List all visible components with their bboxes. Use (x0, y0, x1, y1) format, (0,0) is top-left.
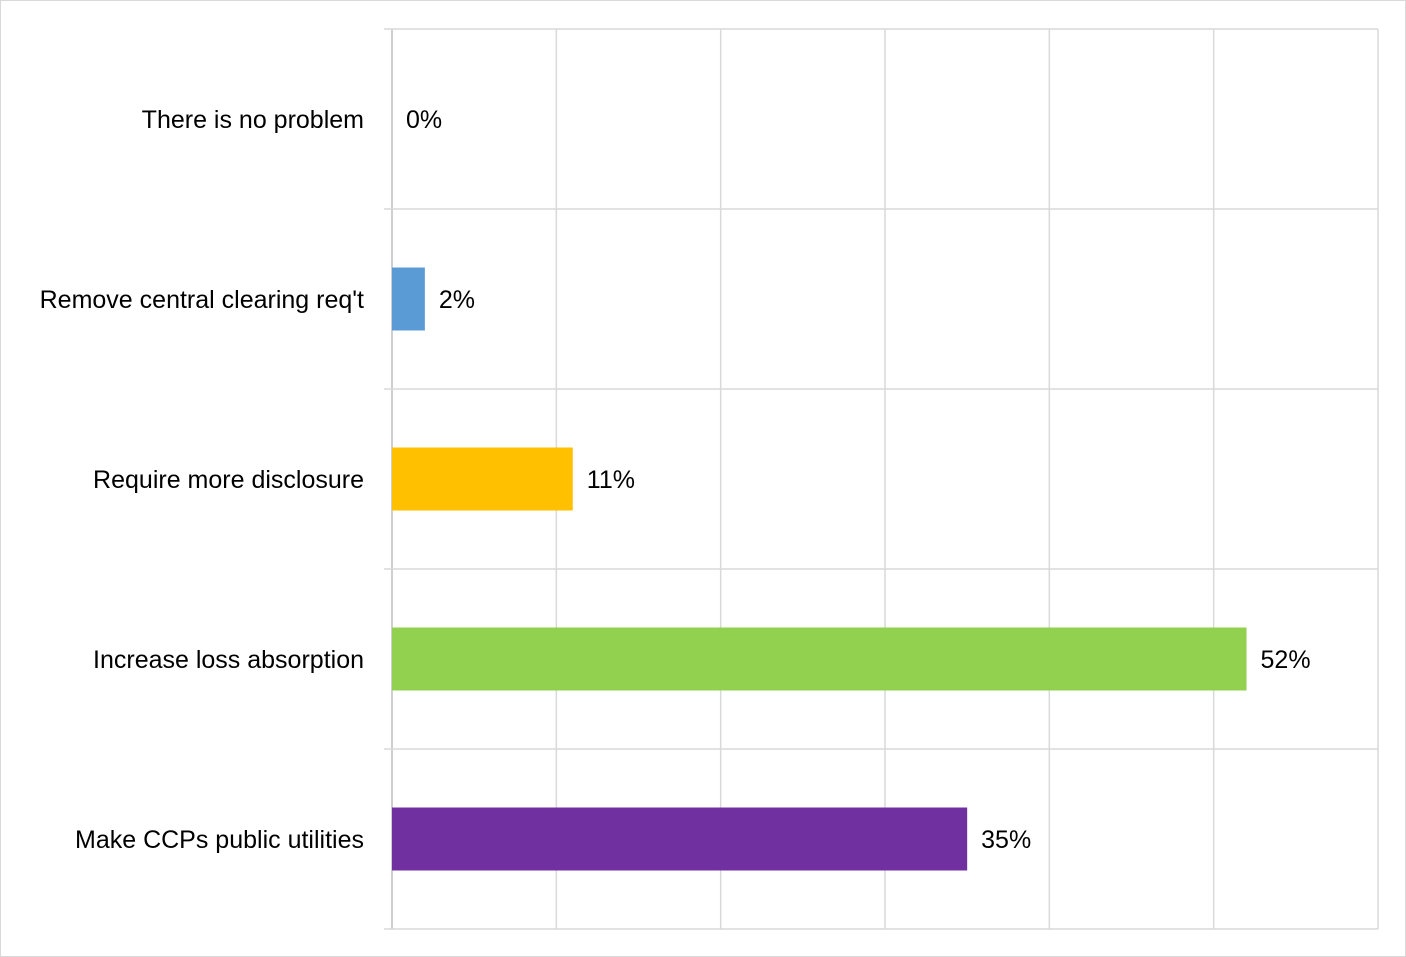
category-label: Make CCPs public utilities (75, 826, 364, 854)
label-layer: There is no problem 0% Remove central clea… (40, 106, 1311, 854)
bar (392, 447, 573, 511)
data-label: 11% (587, 466, 635, 494)
data-label: 0% (406, 106, 442, 134)
bar (392, 267, 425, 331)
data-label: 35% (981, 826, 1031, 854)
bar-layer (392, 267, 1247, 871)
grid-layer (384, 28, 1379, 930)
bar (392, 807, 968, 871)
category-label: Remove central clearing req't (40, 286, 364, 314)
bar (392, 627, 1247, 691)
category-label: Require more disclosure (93, 466, 364, 494)
data-label: 52% (1261, 646, 1311, 674)
category-label: There is no problem (142, 106, 364, 134)
category-label: Increase loss absorption (93, 646, 364, 674)
data-label: 2% (439, 286, 475, 314)
